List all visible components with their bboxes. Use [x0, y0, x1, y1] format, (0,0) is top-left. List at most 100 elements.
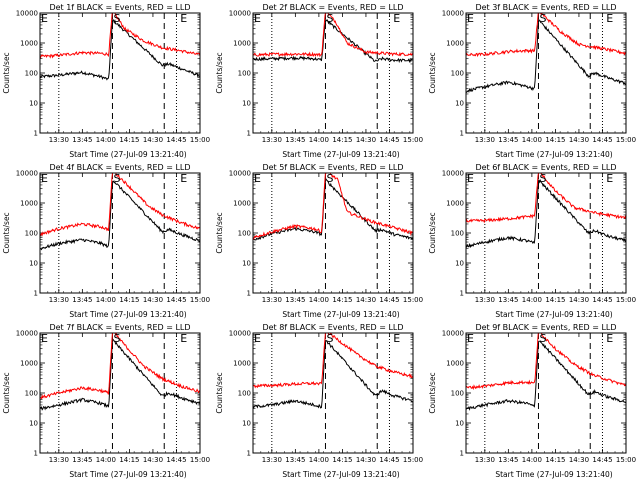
y-tick-label: 10 [455, 100, 464, 108]
marker-label: S [113, 332, 120, 345]
panel-9: Det 9f BLACK = Events, RED = LLD Start Ti… [428, 323, 636, 479]
x-tick-label: 14:00 [522, 136, 542, 144]
x-tick-label: 13:45 [498, 456, 518, 464]
panel-title: Det 8f BLACK = Events, RED = LLD [262, 323, 403, 332]
plot-frame [39, 172, 201, 294]
panel-8: Det 8f BLACK = Events, RED = LLD Start Ti… [215, 323, 423, 479]
marker-label: S [326, 332, 333, 345]
x-tick-label: 14:15 [545, 296, 565, 304]
x-tick-label: 14:45 [592, 136, 612, 144]
series-group [466, 13, 626, 93]
plot-frame [252, 12, 414, 134]
marker-label: E [467, 12, 474, 25]
x-tick-label: 13:45 [72, 456, 92, 464]
x-tick-label: 15:00 [190, 456, 210, 464]
series-events-line [466, 340, 626, 411]
panel-title: Det 2f BLACK = Events, RED = LLD [262, 3, 403, 12]
series-events-line [40, 337, 200, 411]
series-group [466, 173, 626, 249]
series-events-line [466, 18, 626, 93]
x-tick-label: 14:30 [143, 456, 163, 464]
x-tick-label: 14:30 [143, 296, 163, 304]
plot-frame [39, 332, 201, 454]
marker-label: S [539, 332, 546, 345]
x-axis-label: Start Time (27-Jul-09 13:21:40) [495, 150, 612, 159]
y-tick-label: 10000 [229, 330, 251, 338]
x-tick-label: 14:30 [569, 136, 589, 144]
marker-label: S [113, 172, 120, 185]
marker-label: E [467, 332, 474, 345]
series-events-line [40, 18, 200, 81]
panel-title: Det 1f BLACK = Events, RED = LLD [49, 3, 190, 12]
y-tick-label: 100 [451, 230, 464, 238]
x-tick-label: 14:15 [332, 296, 352, 304]
y-tick-label: 100 [451, 70, 464, 78]
series-group [40, 173, 200, 251]
x-axis-label: Start Time (27-Jul-09 13:21:40) [495, 310, 612, 319]
marker-label: E [393, 332, 400, 345]
y-tick-label: 10 [455, 420, 464, 428]
series-events-line [466, 178, 626, 249]
series-events-line [40, 180, 200, 251]
x-tick-label: 14:15 [332, 136, 352, 144]
x-tick-label: 14:30 [356, 296, 376, 304]
marker-label: E [254, 12, 261, 25]
y-tick-label: 10000 [442, 10, 464, 18]
y-tick-label: 1 [247, 450, 251, 458]
y-axis-label: Counts/sec [215, 52, 224, 93]
y-axis-label: Counts/sec [428, 372, 437, 413]
panel-2: Det 2f BLACK = Events, RED = LLD Start Ti… [215, 3, 423, 159]
x-tick-label: 14:30 [356, 456, 376, 464]
marker-label: E [254, 332, 261, 345]
x-tick-label: 15:00 [403, 456, 423, 464]
x-tick-label: 14:00 [309, 296, 329, 304]
x-tick-label: 14:45 [592, 296, 612, 304]
series-lld-line [466, 173, 626, 224]
x-axis-label: Start Time (27-Jul-09 13:21:40) [495, 470, 612, 479]
y-tick-label: 1 [460, 450, 464, 458]
x-tick-label: 14:30 [569, 296, 589, 304]
y-tick-label: 100 [25, 70, 38, 78]
marker-label: E [606, 332, 613, 345]
marker-label: E [41, 172, 48, 185]
series-lld-line [253, 333, 413, 389]
marker-label: E [467, 172, 474, 185]
x-axis-label: Start Time (27-Jul-09 13:21:40) [69, 150, 186, 159]
series-lld-line [40, 13, 200, 59]
series-lld-line [253, 13, 413, 58]
series-lld-line [466, 13, 626, 58]
marker-label: E [606, 12, 613, 25]
y-tick-label: 10000 [16, 170, 38, 178]
y-tick-label: 10 [29, 100, 38, 108]
series-lld-line [40, 173, 200, 237]
y-tick-label: 1000 [233, 360, 251, 368]
y-axis-label: Counts/sec [2, 52, 11, 93]
marker-label: E [606, 172, 613, 185]
marker-label: E [41, 12, 48, 25]
x-tick-label: 13:30 [49, 296, 69, 304]
x-tick-label: 14:00 [96, 296, 116, 304]
x-tick-label: 14:45 [379, 136, 399, 144]
y-axis-label: Counts/sec [428, 212, 437, 253]
y-tick-label: 100 [451, 390, 464, 398]
y-tick-label: 1000 [20, 200, 38, 208]
x-tick-label: 14:15 [119, 136, 139, 144]
x-tick-label: 13:30 [49, 136, 69, 144]
panel-4: Det 4f BLACK = Events, RED = LLD Start Ti… [2, 163, 210, 319]
panel-title: Det 3f BLACK = Events, RED = LLD [475, 3, 616, 12]
x-tick-label: 14:45 [166, 136, 186, 144]
plot-frame [465, 332, 627, 454]
x-tick-label: 13:45 [285, 296, 305, 304]
series-group [253, 13, 413, 64]
y-tick-label: 10 [29, 260, 38, 268]
x-tick-label: 13:30 [262, 136, 282, 144]
x-tick-label: 15:00 [616, 296, 636, 304]
x-tick-label: 14:30 [356, 136, 376, 144]
series-group [253, 333, 413, 409]
x-tick-label: 14:15 [545, 456, 565, 464]
panel-6: Det 6f BLACK = Events, RED = LLD Start Ti… [428, 163, 636, 319]
marker-label: S [113, 12, 120, 25]
x-tick-label: 14:00 [522, 456, 542, 464]
y-tick-label: 10 [455, 260, 464, 268]
x-tick-label: 14:00 [522, 296, 542, 304]
